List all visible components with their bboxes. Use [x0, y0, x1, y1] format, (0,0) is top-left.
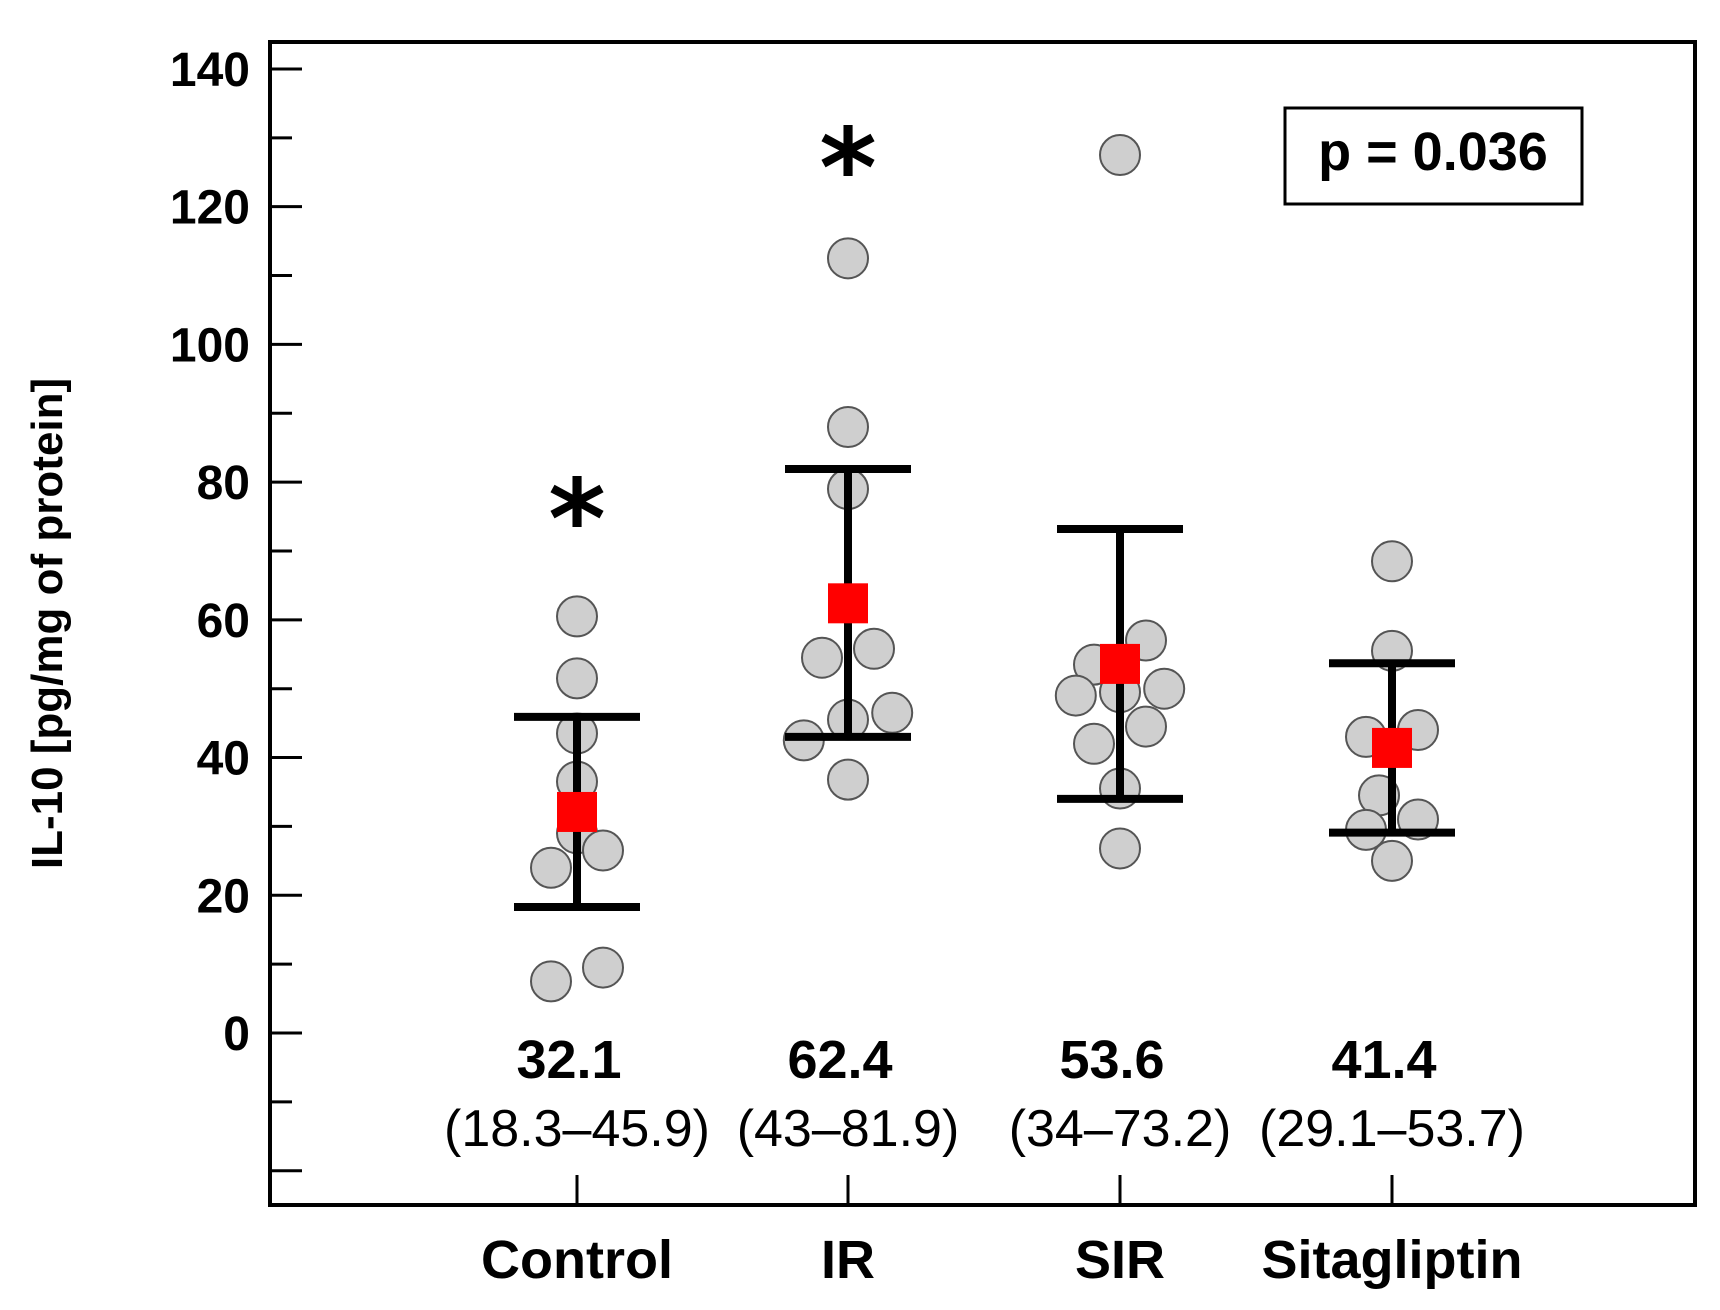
y-tick-label: 20 — [197, 870, 250, 923]
x-category-label-control: Control — [481, 1230, 673, 1290]
data-point-control — [530, 960, 572, 1003]
mean-marker-sir — [1100, 643, 1140, 684]
y-axis-label: IL-10 [pg/mg of protein] — [23, 378, 72, 869]
data-point-sitagliptin — [1371, 839, 1413, 882]
data-point-ir — [853, 627, 895, 670]
y-tick-label: 120 — [170, 182, 250, 235]
p-value-box — [1283, 106, 1584, 206]
data-point-sir — [1054, 674, 1097, 717]
mean-label-ir: 62.4 — [787, 1030, 892, 1090]
data-point-ir — [827, 406, 869, 449]
mean-label-sitagliptin: 41.4 — [1331, 1030, 1436, 1090]
data-point-sir — [1099, 827, 1141, 870]
y-tick-label: 40 — [197, 733, 250, 786]
ci-label-control: (18.3–45.9) — [444, 1100, 710, 1158]
data-point-control — [582, 829, 624, 872]
ci-label-sitagliptin: (29.1–53.7) — [1259, 1100, 1525, 1158]
data-point-sir — [1125, 705, 1167, 748]
y-tick-label: 140 — [170, 44, 250, 97]
mean-marker-ir — [828, 583, 868, 624]
x-category-label-ir: IR — [821, 1230, 875, 1290]
mean-label-sir: 53.6 — [1059, 1030, 1164, 1090]
plot-frame — [268, 40, 1697, 1207]
data-point-ir — [827, 758, 869, 801]
data-point-control — [530, 846, 572, 889]
mean-marker-control — [557, 791, 597, 832]
data-point-control — [556, 657, 598, 700]
data-point-control — [582, 946, 624, 989]
ci-label-sir: (34–73.2) — [1009, 1100, 1232, 1158]
significance-star-ir: * — [819, 104, 877, 232]
data-point-ir — [827, 237, 869, 280]
p-value-text: p = 0.036 — [1318, 122, 1548, 182]
y-tick-label: 60 — [197, 595, 250, 648]
y-tick-label: 100 — [170, 319, 250, 372]
mean-label-control: 32.1 — [516, 1030, 621, 1090]
data-point-ir — [871, 691, 914, 734]
data-point-sitagliptin — [1371, 540, 1413, 583]
data-point-control — [556, 595, 598, 638]
mean-marker-sitagliptin — [1372, 727, 1412, 768]
data-point-ir — [801, 636, 843, 679]
x-category-label-sir: SIR — [1075, 1230, 1165, 1290]
y-tick-label: 0 — [223, 1008, 250, 1061]
data-point-sir — [1143, 667, 1186, 710]
data-point-sir — [1073, 722, 1115, 765]
data-point-sir — [1099, 134, 1141, 177]
ci-label-ir: (43–81.9) — [737, 1100, 960, 1158]
significance-star-control: * — [548, 456, 606, 584]
x-category-label-sitagliptin: Sitagliptin — [1262, 1230, 1523, 1290]
y-tick-label: 80 — [197, 457, 250, 510]
